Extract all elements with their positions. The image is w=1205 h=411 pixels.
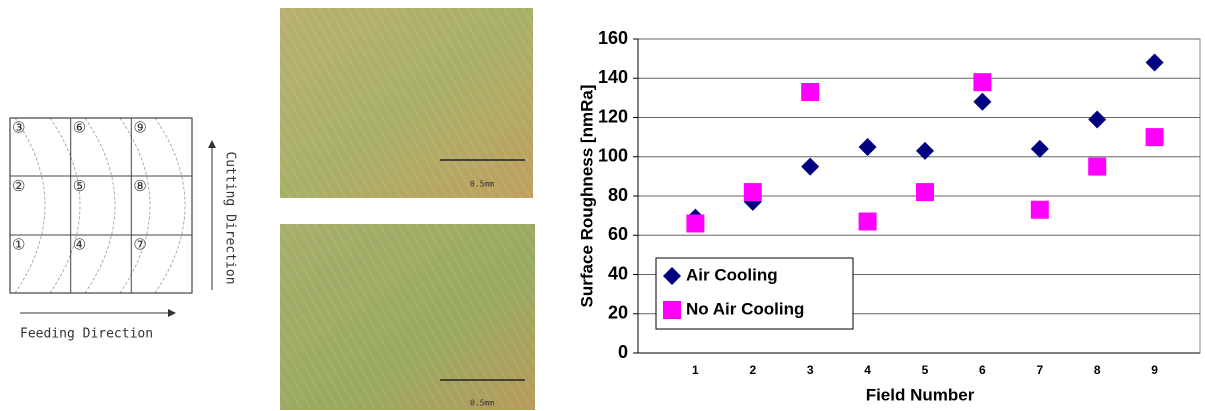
cell-label: ⑧ [133,177,146,195]
y-tick-label: 20 [608,303,628,323]
y-axis-label: Surface Roughness [nmRa] [577,85,596,308]
y-tick-label: 160 [598,28,628,48]
marker [1145,128,1164,147]
legend-box [655,257,854,330]
x-tick-label: 5 [922,363,929,377]
y-tick-label: 80 [608,185,628,205]
marker [973,92,992,111]
y-tick-label: 120 [598,106,628,126]
marker [801,157,820,176]
y-tick-label: 140 [598,67,628,87]
marker [1088,110,1107,129]
cell-label: ⑨ [133,119,146,137]
feeding-label: Feeding Direction [20,327,153,342]
x-tick-label: 9 [1151,363,1158,377]
x-tick-label: 4 [864,363,871,377]
x-axis-label: Field Number [866,385,975,404]
y-tick-label: 0 [618,342,628,362]
cell-label: ③ [12,119,25,137]
y-tick-label: 40 [608,263,628,283]
x-tick-label: 1 [692,363,699,377]
micrograph: 0.5mm [280,224,535,410]
legend-marker [663,267,681,285]
x-tick-label: 6 [979,363,986,377]
legend-label: Air Cooling [686,265,778,284]
marker [858,212,877,231]
cutting-label: Cutting Direction [223,151,238,284]
cell-label: ② [12,177,25,195]
cell-label: ④ [73,236,86,254]
marker [801,82,820,101]
legend-marker [663,301,681,319]
x-tick-label: 3 [807,363,814,377]
field-diagram: Feeding Direction Cutting Direction [9,117,238,342]
marker [973,73,992,92]
cell-label: ⑤ [73,177,86,195]
marker [1030,139,1049,158]
y-tick-label: 100 [598,146,628,166]
cell-label: ⑥ [73,119,86,137]
micrograph: 0.5mm [280,8,533,198]
x-tick-label: 7 [1036,363,1043,377]
marker [1030,200,1049,219]
marker [916,141,934,160]
cell-label: ⑦ [133,236,146,254]
marker [1145,53,1164,72]
x-tick-label: 2 [749,363,756,377]
cell-label: ① [12,236,25,254]
marker [686,214,705,233]
marker [858,137,877,156]
y-tick-label: 60 [608,224,628,244]
scale-label: 0.5mm [470,180,494,189]
marker [743,183,762,202]
x-tick-label: 8 [1094,363,1101,377]
marker [916,183,934,202]
scale-label: 0.5mm [470,399,494,408]
marker [1088,157,1107,176]
legend-label: No Air Cooling [686,299,804,318]
